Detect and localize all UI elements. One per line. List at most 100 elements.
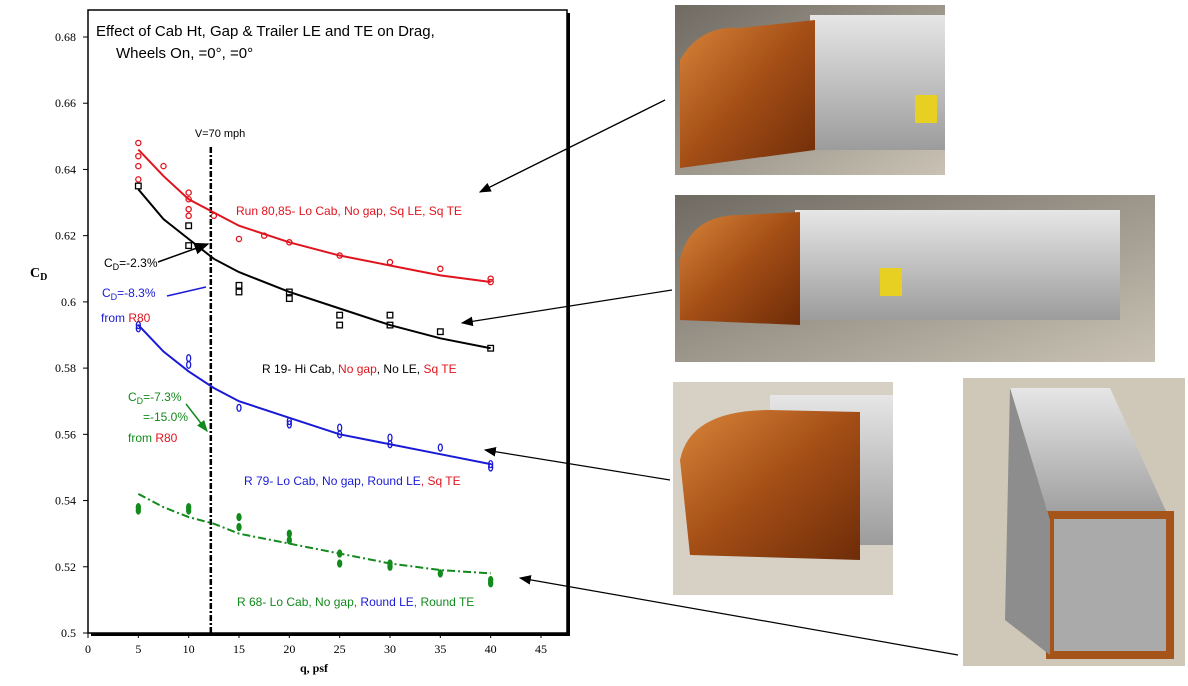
y-tick-label: 0.66	[55, 96, 76, 110]
title-line: Effect of Cab Ht, Gap & Trailer LE and T…	[96, 23, 435, 40]
annotation-part: Sq TE	[423, 362, 456, 376]
point	[135, 162, 142, 170]
point	[236, 522, 242, 532]
point	[437, 443, 443, 452]
point	[185, 222, 193, 230]
fit-line	[137, 324, 491, 466]
annotation-arrow	[166, 286, 207, 297]
point	[185, 242, 193, 250]
photo	[675, 5, 945, 175]
point	[210, 212, 218, 220]
photo-arrow	[460, 289, 673, 327]
photo-arrow	[478, 99, 666, 193]
annotation-part: R 68- Lo Cab, No gap,	[237, 595, 357, 609]
point	[185, 189, 192, 196]
photo	[963, 378, 1185, 666]
annotation: from R80	[101, 311, 151, 325]
x-tick-label: 0	[85, 642, 91, 656]
y-tick-label: 0.64	[55, 162, 76, 176]
point	[186, 506, 192, 515]
point	[487, 344, 495, 352]
photo	[673, 382, 893, 595]
point	[487, 275, 494, 282]
y-label-sub: D	[40, 272, 47, 283]
point	[135, 139, 142, 147]
point	[386, 311, 394, 319]
annotation-part: =-7.3%	[143, 390, 182, 404]
x-axis-label: q, psf	[300, 661, 329, 675]
reference-label: V=70 mph	[195, 128, 245, 140]
title-line: Wheels On, =0°, =0°	[116, 45, 253, 62]
point	[286, 420, 292, 429]
annotation-sub: D	[137, 396, 144, 406]
y-tick-label: 0.6	[61, 295, 76, 309]
fit-line	[137, 148, 491, 284]
y-tick-label: 0.68	[55, 30, 76, 44]
annotation-sub: D	[111, 292, 118, 302]
annotation-part: No gap	[338, 362, 377, 376]
frame	[87, 9, 568, 634]
annotation-part: R 19- Hi Cab,	[262, 362, 335, 376]
point	[235, 281, 243, 289]
point	[235, 235, 243, 243]
fit-line	[137, 493, 491, 575]
annotation: from R80	[128, 431, 178, 445]
point	[386, 258, 394, 266]
point	[286, 239, 293, 246]
x-tick-label: 30	[384, 642, 396, 656]
x-tick-label: 25	[334, 642, 346, 656]
x-tick-label: 5	[135, 642, 141, 656]
annotation: =-15.0%	[143, 410, 188, 424]
annotation-part: =-8.3%	[117, 286, 156, 300]
x-tick-label: 35	[434, 642, 446, 656]
annotation-part: C	[128, 390, 137, 404]
annotation-part: C	[104, 256, 113, 270]
point	[235, 288, 243, 296]
point	[286, 529, 292, 538]
point	[386, 321, 394, 329]
point	[135, 152, 142, 160]
point	[286, 536, 292, 545]
point	[337, 559, 343, 568]
point	[337, 549, 343, 558]
point	[487, 278, 494, 286]
point	[135, 176, 142, 183]
annotation: CD=-7.3%	[128, 390, 182, 406]
point	[134, 182, 142, 190]
point	[488, 579, 494, 588]
photo-arrow	[518, 575, 959, 656]
point	[336, 252, 343, 259]
annotation-part: =-2.3%	[119, 256, 158, 270]
y-axis-label: CD	[30, 266, 47, 283]
annotation-part: , No LE,	[377, 362, 420, 376]
y-tick-label: 0.56	[55, 427, 76, 441]
point	[160, 162, 167, 170]
annotation: CD=-8.3%	[102, 286, 156, 302]
point	[185, 212, 192, 220]
x-tick-label: 10	[183, 642, 195, 656]
annotation: R 79- Lo Cab, No gap, Round LE, Sq TE	[244, 474, 461, 488]
annotation-part: R80	[155, 431, 177, 445]
point	[236, 512, 242, 522]
point	[488, 463, 494, 472]
y-tick-label: 0.58	[55, 361, 76, 375]
point	[186, 360, 192, 369]
point	[260, 232, 268, 239]
point	[436, 328, 444, 336]
plot: 0.5 0.52 0.54 0.56 0.58 0.6 0.62 0.64 0.66 0.68 0 5…	[55, 30, 547, 656]
x-tick-label: 20	[283, 642, 295, 656]
annotation-sub: D	[113, 262, 120, 272]
point	[387, 440, 393, 449]
point	[387, 562, 393, 571]
point	[336, 311, 344, 319]
y-tick-label: 0.5	[61, 626, 76, 640]
point	[337, 430, 343, 439]
point	[135, 320, 141, 330]
photo-arrow	[483, 446, 671, 481]
x-tick-label: 45	[535, 642, 547, 656]
point	[488, 459, 494, 469]
annotation-part: Round LE	[360, 595, 413, 609]
point	[285, 295, 293, 303]
